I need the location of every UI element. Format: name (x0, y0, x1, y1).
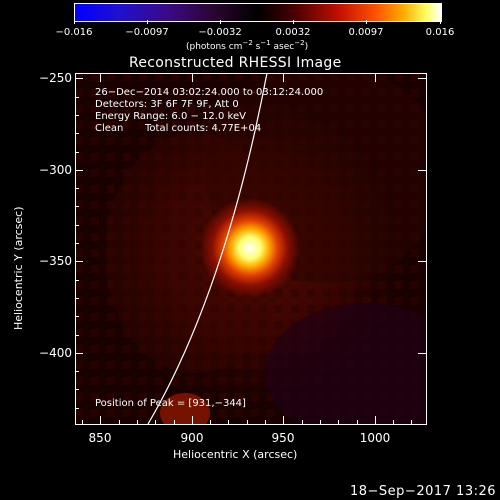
colorbar-tick-label: 0.0032 (275, 27, 311, 38)
x-tick-label: 900 (180, 431, 204, 445)
colorbar (74, 3, 442, 22)
colorbar-units: (photons cm−2 s−1 asec−2) (186, 39, 309, 52)
annotation-method: Clean (95, 123, 124, 134)
plot-title: Reconstructed RHESSI Image (129, 55, 342, 71)
y-tick-label: −350 (39, 254, 72, 268)
colorbar-tick-label: 0.016 (425, 27, 455, 38)
colorbar-tick-label: 0.0097 (348, 27, 384, 38)
colorbar-tick-label: −0.016 (55, 27, 93, 38)
colorbar-ticks (74, 20, 441, 24)
x-tick-label: 950 (271, 431, 295, 445)
y-tick-label: −400 (39, 346, 72, 360)
annotation-detectors: Detectors: 3F 6F 7F 9F, Att 0 (95, 99, 239, 110)
colorbar-tick-label: −0.0032 (198, 27, 242, 38)
y-tick-label: −250 (39, 71, 72, 85)
x-tick-label: 850 (88, 431, 112, 445)
y-axis-label: Heliocentric Y (arcsec) (12, 206, 25, 330)
y-tick-label: −300 (39, 163, 72, 177)
annotation-counts: Total counts: 4.77E+04 (145, 123, 262, 134)
solar-image (75, 73, 426, 424)
annotation-time-range: 26−Dec−2014 03:02:24.000 to 03:12:24.000 (95, 87, 324, 98)
x-axis-label: Heliocentric X (arcsec) (173, 448, 298, 461)
annotation-energy: Energy Range: 6.0 − 12.0 keV (95, 111, 246, 122)
x-tick-label: 1000 (359, 431, 391, 445)
date-stamp: 18−Sep−2017 13:26 (350, 484, 497, 499)
colorbar-tick-label: −0.0097 (125, 27, 169, 38)
annotation-peak: Position of Peak = [931,−344] (95, 398, 246, 409)
colorbar-tick-labels: −0.016 −0.0097 −0.0032 0.0032 0.0097 0.0… (55, 27, 454, 39)
